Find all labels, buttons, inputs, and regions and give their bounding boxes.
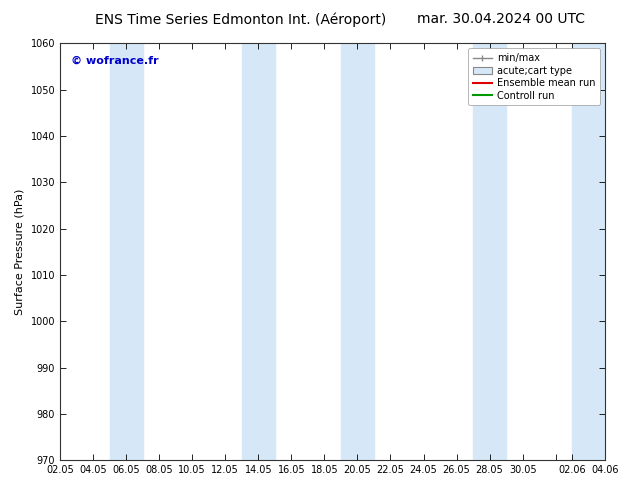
Legend: min/max, acute;cart type, Ensemble mean run, Controll run: min/max, acute;cart type, Ensemble mean …	[468, 49, 600, 105]
Bar	[242, 44, 275, 460]
Bar	[110, 44, 143, 460]
Text: © wofrance.fr: © wofrance.fr	[71, 56, 158, 66]
Bar	[573, 44, 605, 460]
Text: mar. 30.04.2024 00 UTC: mar. 30.04.2024 00 UTC	[417, 12, 585, 26]
Text: ENS Time Series Edmonton Int. (Aéroport): ENS Time Series Edmonton Int. (Aéroport)	[95, 12, 387, 27]
Bar	[341, 44, 374, 460]
Bar	[473, 44, 506, 460]
Y-axis label: Surface Pressure (hPa): Surface Pressure (hPa)	[15, 189, 25, 315]
